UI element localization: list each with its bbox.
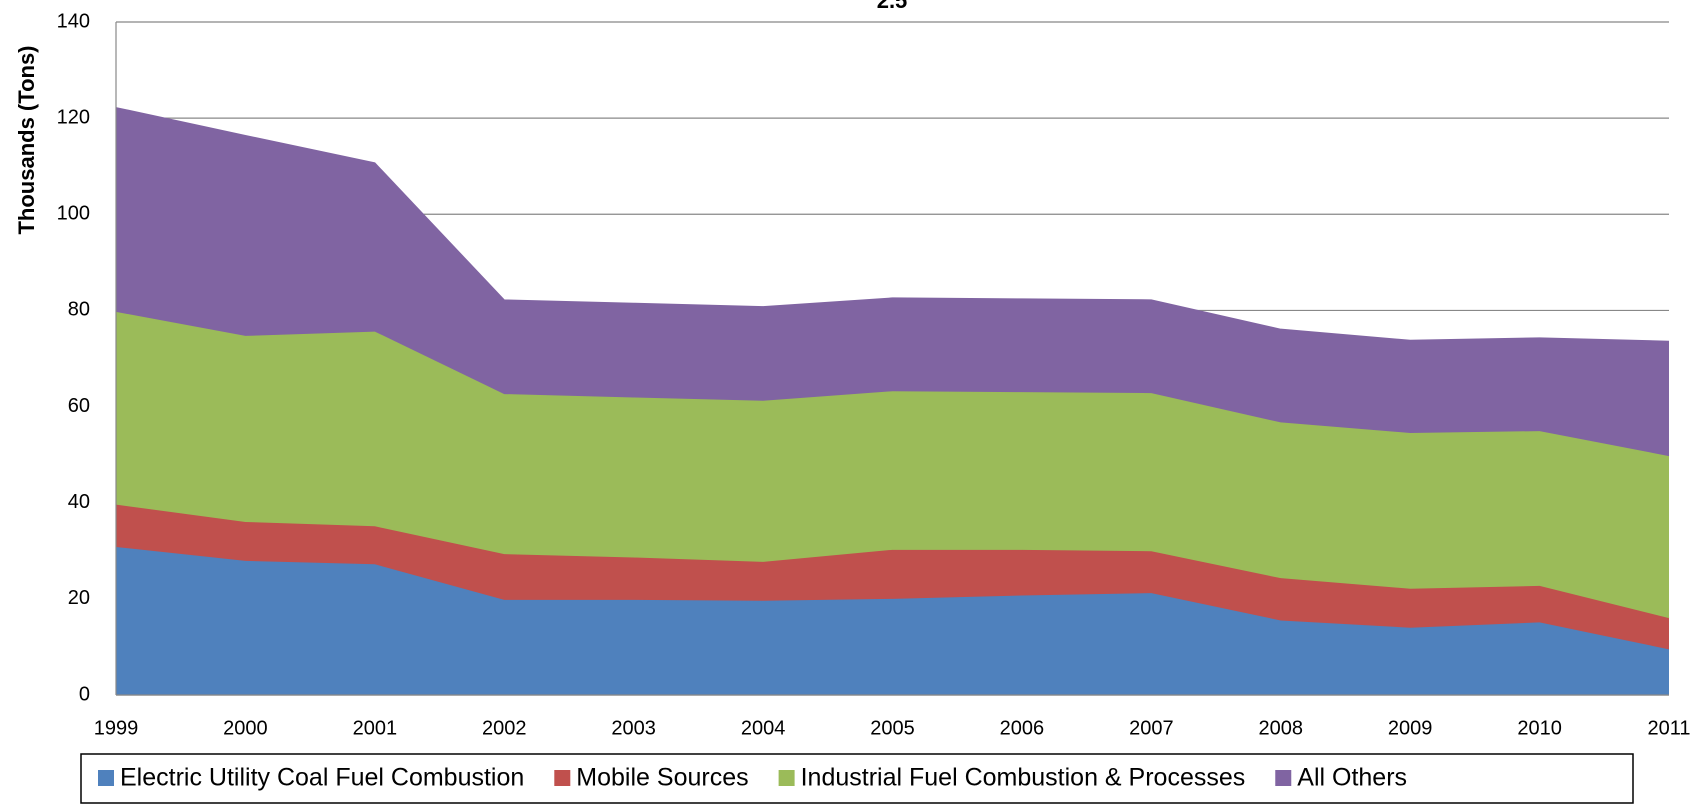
x-tick-label: 1999 <box>94 717 139 739</box>
x-tick-label: 2000 <box>223 717 268 739</box>
x-tick-label: 2011 <box>1647 717 1690 739</box>
area <box>116 504 1669 650</box>
area <box>116 311 1669 619</box>
x-tick-label: 2008 <box>1259 717 1304 739</box>
x-tick-label: 2005 <box>870 717 915 739</box>
legend-swatch <box>98 770 114 786</box>
area <box>116 546 1669 695</box>
y-tick-label: 140 <box>57 10 90 32</box>
y-tick-label: 20 <box>68 587 90 609</box>
legend-swatch <box>778 770 795 786</box>
area <box>116 107 1669 457</box>
x-tick-label: 2010 <box>1517 717 1562 739</box>
x-tick-label: 2004 <box>741 717 786 739</box>
x-tick-label: 2003 <box>611 717 656 739</box>
y-tick-label: 40 <box>68 491 90 513</box>
x-tick-label: 2006 <box>1000 717 1045 739</box>
legend-label: Electric Utility Coal Fuel Combustion <box>120 764 524 792</box>
y-tick-label: 100 <box>57 203 90 225</box>
legend-label: Mobile Sources <box>576 764 748 792</box>
y-tick-label: 120 <box>57 106 90 128</box>
legend-box <box>80 753 1634 804</box>
y-tick-label: 80 <box>68 299 90 321</box>
y-axis-label: Thousands (Tons) <box>14 45 39 234</box>
x-tick-label: 2001 <box>353 717 398 739</box>
legend-label: Industrial Fuel Combustion & Processes <box>801 764 1246 792</box>
axes: 0 20 40 60 80 100 120 140 1999 2000 2001 2002 2003 20… <box>57 10 1691 739</box>
y-tick-label: 60 <box>68 395 90 417</box>
legend-swatch <box>1275 770 1292 786</box>
legend-label: All Others <box>1297 764 1407 792</box>
areas <box>115 107 1670 695</box>
legend: Electric Utility Coal Fuel Combustion Mob… <box>98 764 1407 792</box>
x-tick-label: 2007 <box>1129 717 1174 739</box>
area-top <box>115 107 1670 342</box>
x-tick-label: 2009 <box>1388 717 1433 739</box>
x-tick-label: 2002 <box>482 717 527 739</box>
chart-title: 2.5 <box>877 0 908 13</box>
legend-swatch <box>554 770 571 786</box>
y-tick-label: 0 <box>79 683 90 705</box>
